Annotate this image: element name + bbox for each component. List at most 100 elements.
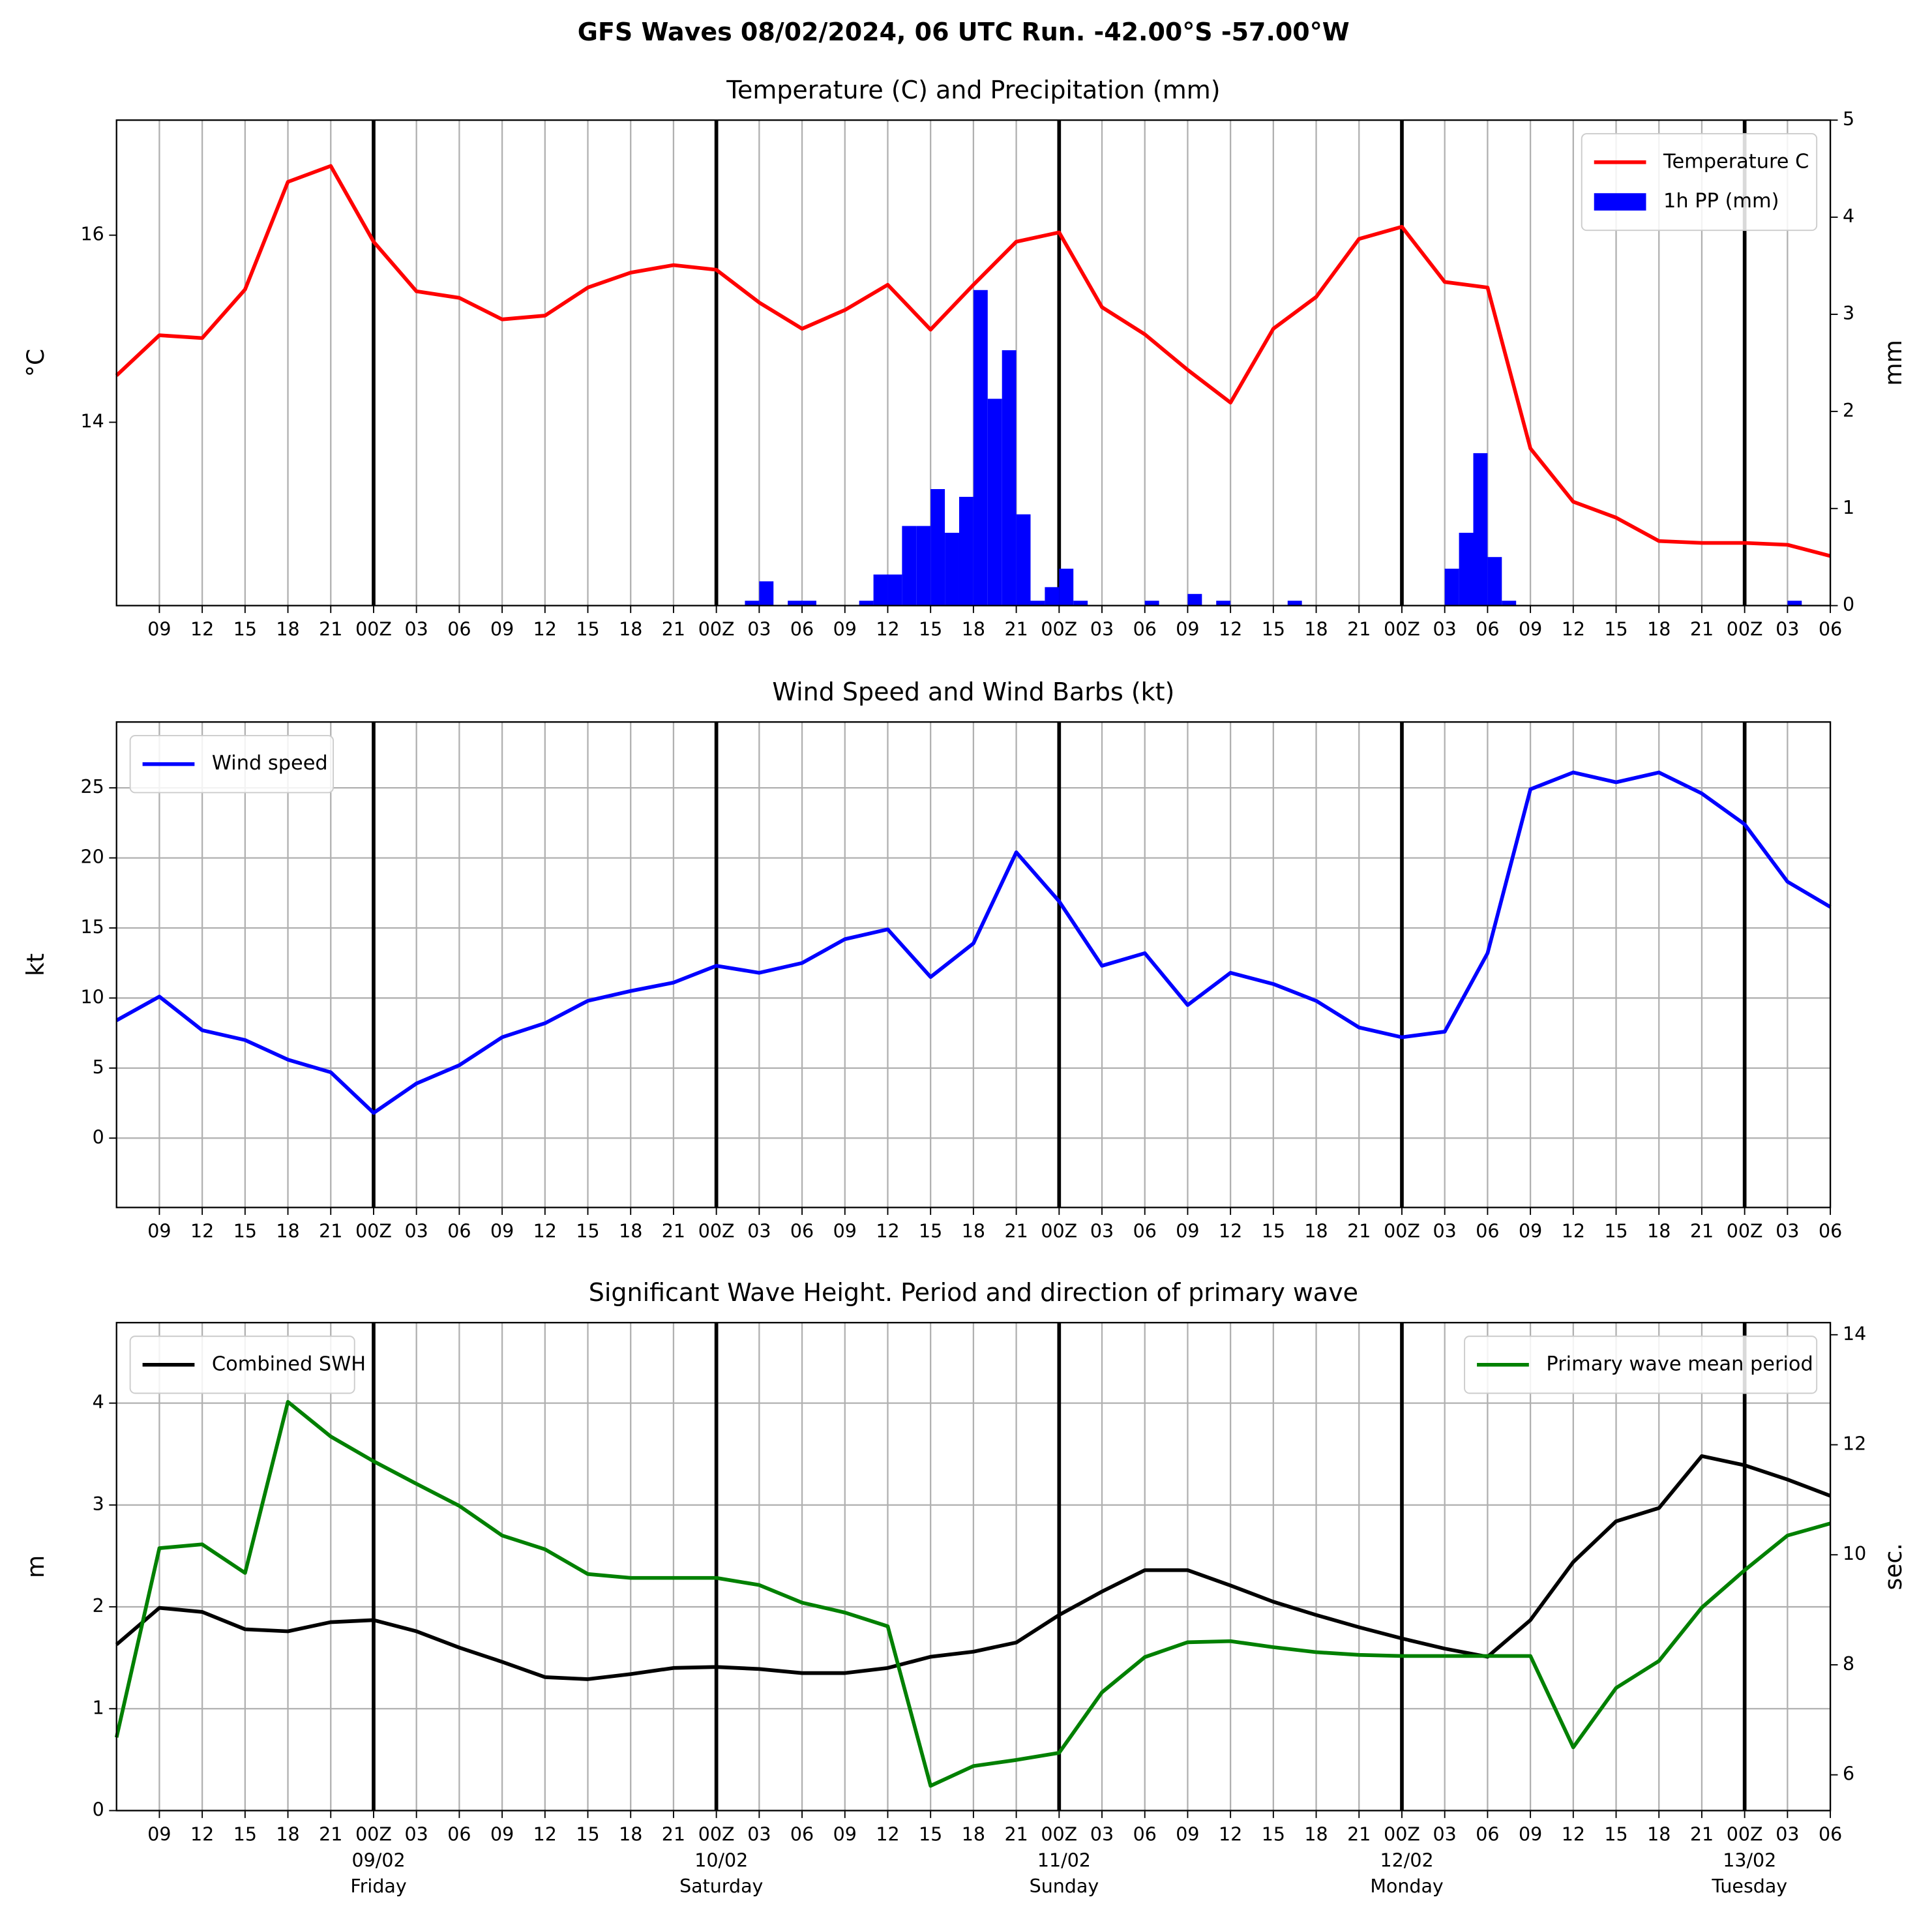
y2-tick-label: 4 — [1843, 205, 1854, 227]
legend-label: Wind speed — [212, 752, 328, 775]
plot-frame — [115, 721, 1832, 1208]
x-tick-label: 03 — [1776, 1823, 1799, 1845]
precip-bar — [1473, 453, 1488, 606]
legend-box — [129, 735, 334, 794]
weekday-label: Sunday — [1030, 1875, 1099, 1897]
y-tick-label: 10 — [80, 986, 104, 1008]
precip-bar — [887, 575, 902, 606]
x-tick-label: 06 — [447, 619, 471, 640]
legend-box — [129, 1336, 355, 1394]
x-tick-label: 15 — [919, 1221, 942, 1242]
x-tick-label: 12 — [1219, 619, 1242, 640]
x-tick-label: 09 — [147, 1823, 171, 1845]
x-tick-label: 09 — [147, 1221, 171, 1242]
y-tick-label: 3 — [93, 1493, 104, 1515]
x-tick-label: 06 — [1819, 619, 1842, 640]
legend-box — [1581, 133, 1818, 232]
x-tick-label: 09 — [833, 1823, 857, 1845]
x-tick-label: 18 — [1647, 619, 1671, 640]
x-tick-label: 00Z — [355, 1221, 392, 1242]
series-line — [114, 1399, 1831, 1788]
x-tick-label: 03 — [1433, 1823, 1457, 1845]
y2-axis-label: sec. — [1880, 1543, 1907, 1590]
weekday-label: Monday — [1370, 1875, 1443, 1897]
precip-bar — [788, 601, 803, 606]
x-tick-label: 09 — [1519, 1221, 1542, 1242]
y-tick-label: 5 — [93, 1056, 104, 1078]
x-tick-label: 00Z — [1727, 619, 1763, 640]
x-tick-label: 21 — [1347, 619, 1371, 640]
precip-bar — [1216, 601, 1231, 606]
weekday-label: Friday — [350, 1875, 406, 1897]
x-tick-label: 00Z — [1384, 1823, 1420, 1845]
x-tick-label: 06 — [1133, 619, 1157, 640]
precip-bar — [745, 601, 760, 606]
y-tick-label: 16 — [80, 224, 104, 245]
x-tick-label: 21 — [319, 1221, 342, 1242]
y2-tick-label: 8 — [1843, 1653, 1854, 1675]
x-tick-label: 21 — [1690, 1823, 1714, 1845]
x-tick-label: 09 — [147, 619, 171, 640]
x-tick-label: 06 — [1819, 1221, 1842, 1242]
precip-bar — [759, 581, 774, 606]
y2-tick-label: 3 — [1843, 303, 1854, 324]
x-tick-label: 15 — [576, 1823, 599, 1845]
x-tick-label: 03 — [1433, 619, 1457, 640]
x-tick-label: 12 — [190, 619, 214, 640]
x-tick-label: 21 — [662, 619, 685, 640]
y-axis-label: kt — [22, 953, 50, 976]
x-tick-label: 15 — [1604, 1823, 1627, 1845]
x-tick-label: 12 — [876, 619, 899, 640]
x-tick-label: 00Z — [1041, 1823, 1077, 1845]
precip-bar — [1502, 601, 1517, 606]
x-tick-label: 18 — [1647, 1823, 1671, 1845]
x-tick-label: 00Z — [698, 1221, 735, 1242]
x-tick-label: 09 — [1176, 1221, 1199, 1242]
x-tick-label: 06 — [1476, 619, 1499, 640]
x-tick-label: 00Z — [355, 619, 392, 640]
x-tick-label: 06 — [447, 1221, 471, 1242]
x-tick-label: 18 — [619, 619, 642, 640]
date-label: 12/02 — [1380, 1849, 1434, 1871]
x-tick-label: 18 — [276, 1823, 299, 1845]
x-tick-label: 18 — [276, 1221, 299, 1242]
precip-bar — [1487, 557, 1502, 606]
x-tick-label: 12 — [533, 619, 557, 640]
y-tick-label: 4 — [93, 1392, 104, 1413]
figure-title: GFS Waves 08/02/2024, 06 UTC Run. -42.00… — [578, 18, 1350, 46]
x-tick-label: 00Z — [1384, 619, 1420, 640]
panel: Wind Speed and Wind Barbs (kt) 09 12 15 18 21… — [22, 678, 1842, 1242]
precip-bar — [859, 601, 874, 606]
series-line — [115, 164, 1831, 558]
x-tick-label: 03 — [1090, 619, 1114, 640]
x-tick-label: 06 — [1133, 1221, 1157, 1242]
x-tick-label: 12 — [876, 1823, 899, 1845]
x-tick-label: 18 — [1647, 1221, 1671, 1242]
x-tick-label: 12 — [533, 1221, 557, 1242]
x-tick-label: 15 — [1262, 1221, 1285, 1242]
x-tick-label: 15 — [919, 1823, 942, 1845]
x-tick-label: 06 — [1133, 1823, 1157, 1845]
x-tick-label: 15 — [576, 1221, 599, 1242]
precip-bar — [1016, 514, 1031, 606]
x-tick-label: 21 — [1690, 1221, 1714, 1242]
y2-tick-label: 12 — [1843, 1433, 1866, 1455]
x-tick-label: 15 — [233, 1221, 257, 1242]
x-tick-label: 03 — [1433, 1221, 1457, 1242]
x-tick-label: 03 — [747, 1221, 771, 1242]
x-tick-label: 18 — [1304, 1823, 1328, 1845]
legend-label: Primary wave mean period — [1546, 1352, 1813, 1375]
y-axis-label: m — [22, 1555, 50, 1578]
y2-tick-label: 6 — [1843, 1763, 1854, 1785]
x-tick-label: 15 — [233, 619, 257, 640]
x-tick-label: 18 — [962, 1823, 985, 1845]
x-tick-label: 06 — [790, 1823, 814, 1845]
x-tick-label: 21 — [1347, 1221, 1371, 1242]
y2-tick-label: 1 — [1843, 497, 1854, 518]
precip-bar — [1287, 601, 1302, 606]
x-tick-label: 15 — [1262, 1823, 1285, 1845]
y2-tick-label: 5 — [1843, 108, 1854, 130]
precip-bar — [1444, 569, 1459, 606]
x-tick-label: 03 — [1776, 619, 1799, 640]
x-tick-label: 00Z — [698, 619, 735, 640]
